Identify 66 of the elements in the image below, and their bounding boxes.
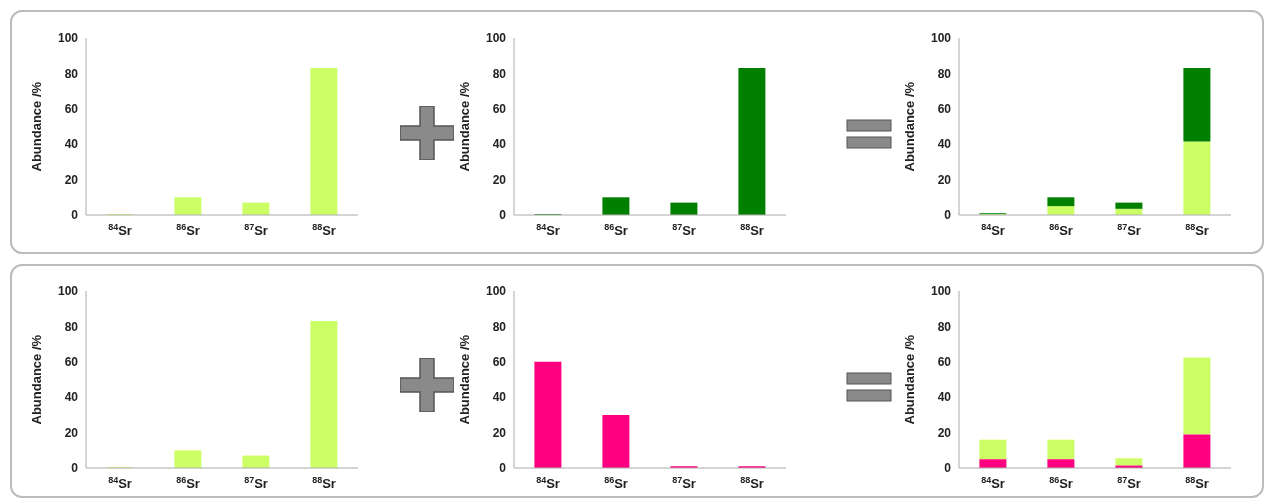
y-axis-title: Abundance /% — [901, 334, 917, 425]
y-tick-label: 60 — [64, 102, 79, 117]
y-tick-label: 40 — [492, 137, 507, 152]
x-tick-label: $^{86}$Sr — [1049, 475, 1073, 491]
x-tick-label: $^{86}$Sr — [604, 475, 628, 491]
y-tick-label: 80 — [64, 66, 79, 81]
x-tick-label: $^{84}$Sr — [108, 222, 132, 238]
x-tick-label: $^{87}$Sr — [672, 222, 696, 238]
y-tick-label: 20 — [492, 172, 507, 187]
y-tick-label: 20 — [64, 172, 79, 187]
x-tick-label: $^{84}$Sr — [536, 475, 560, 491]
x-tick-label: $^{87}$Sr — [244, 475, 268, 491]
y-tick-label: 40 — [64, 390, 79, 405]
y-tick-label: 100 — [485, 31, 507, 46]
y-tick-label: 60 — [64, 355, 79, 370]
y-tick-label: 0 — [499, 208, 507, 223]
x-tick-label: $^{86}$Sr — [176, 222, 200, 238]
y-tick-label: 80 — [937, 66, 952, 81]
x-tick-label: $^{84}$Sr — [108, 475, 132, 491]
x-tick-label: $^{84}$Sr — [536, 222, 560, 238]
x-tick-label: $^{84}$Sr — [981, 222, 1005, 238]
x-tick-label: $^{86}$Sr — [1049, 222, 1073, 238]
y-tick-label: 60 — [937, 355, 952, 370]
y-axis-title: Abundance /% — [456, 81, 472, 172]
y-tick-label: 0 — [499, 461, 507, 476]
y-tick-label: 20 — [937, 172, 952, 187]
x-tick-label: $^{87}$Sr — [1117, 475, 1141, 491]
x-tick-label: $^{88}$Sr — [1185, 475, 1209, 491]
y-tick-label: 100 — [930, 284, 952, 299]
x-tick-label: $^{88}$Sr — [740, 222, 764, 238]
x-tick-label: $^{86}$Sr — [604, 222, 628, 238]
y-tick-label: 0 — [944, 461, 952, 476]
x-tick-label: $^{88}$Sr — [1185, 222, 1209, 238]
y-tick-label: 80 — [937, 319, 952, 334]
y-tick-label: 20 — [64, 425, 79, 440]
y-tick-label: 40 — [492, 390, 507, 405]
y-tick-label: 100 — [57, 31, 79, 46]
y-tick-label: 60 — [492, 102, 507, 117]
y-axis-title: Abundance /% — [456, 334, 472, 425]
x-tick-label: $^{84}$Sr — [981, 475, 1005, 491]
y-tick-label: 100 — [930, 31, 952, 46]
y-tick-label: 20 — [492, 425, 507, 440]
y-tick-label: 0 — [71, 208, 79, 223]
y-tick-label: 20 — [937, 425, 952, 440]
x-tick-label: $^{87}$Sr — [672, 475, 696, 491]
x-tick-label: $^{88}$Sr — [740, 475, 764, 491]
y-tick-label: 0 — [944, 208, 952, 223]
x-tick-label: $^{87}$Sr — [244, 222, 268, 238]
y-tick-label: 80 — [64, 319, 79, 334]
y-tick-label: 0 — [71, 461, 79, 476]
y-tick-label: 40 — [64, 137, 79, 152]
x-tick-label: $^{87}$Sr — [1117, 222, 1141, 238]
y-tick-label: 80 — [492, 66, 507, 81]
y-tick-label: 60 — [937, 102, 952, 117]
y-tick-label: 40 — [937, 390, 952, 405]
y-tick-label: 60 — [492, 355, 507, 370]
y-tick-label: 80 — [492, 319, 507, 334]
y-tick-label: 100 — [485, 284, 507, 299]
y-axis-title: Abundance /% — [28, 81, 44, 172]
y-tick-label: 100 — [57, 284, 79, 299]
y-axis-title: Abundance /% — [901, 81, 917, 172]
x-tick-label: $^{88}$Sr — [312, 475, 336, 491]
y-axis-title: Abundance /% — [28, 334, 44, 425]
y-tick-label: 40 — [937, 137, 952, 152]
x-tick-label: $^{86}$Sr — [176, 475, 200, 491]
x-tick-label: $^{88}$Sr — [312, 222, 336, 238]
